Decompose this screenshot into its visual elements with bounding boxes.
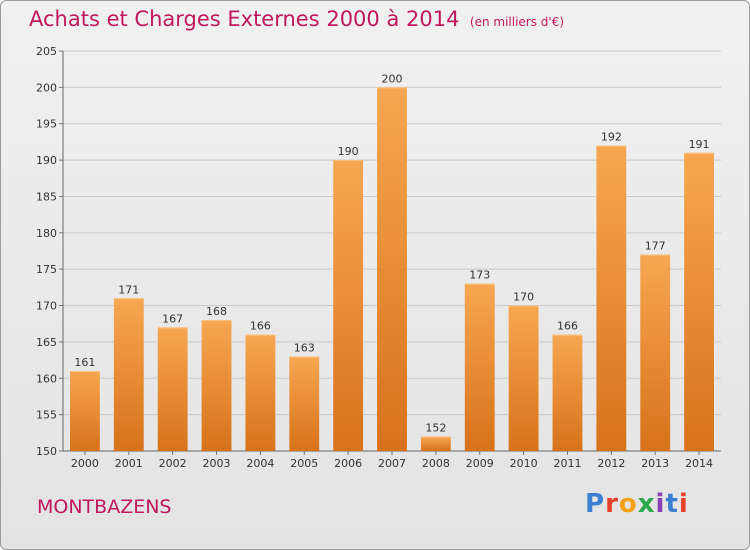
bar[interactable] — [201, 320, 232, 451]
y-tick-label: 200 — [36, 81, 57, 94]
y-tick-label: 185 — [36, 190, 57, 203]
logo-letter: i — [655, 489, 666, 519]
y-tick-label: 170 — [36, 300, 57, 313]
y-tick-label: 150 — [36, 445, 57, 458]
bar-value-label: 173 — [469, 269, 490, 282]
bar-value-label: 163 — [294, 341, 315, 354]
chart-title: Achats et Charges Externes 2000 à 2014 — [29, 7, 460, 31]
x-tick-label: 2002 — [159, 457, 187, 470]
bar-value-label: 200 — [382, 72, 403, 85]
bar-value-label: 167 — [162, 312, 183, 325]
proxiti-logo[interactable]: Proxiti — [585, 489, 689, 519]
y-tick-label: 190 — [36, 154, 57, 167]
x-tick-label: 2010 — [510, 457, 538, 470]
bar[interactable] — [377, 87, 407, 451]
x-tick-label: 2001 — [115, 457, 143, 470]
y-tick-label: 180 — [36, 227, 57, 240]
bar[interactable] — [596, 145, 627, 451]
commune-name: MONTBAZENS — [37, 496, 172, 518]
bar-value-label: 177 — [645, 240, 666, 253]
bar-value-label: 161 — [74, 356, 95, 369]
bar[interactable] — [464, 283, 495, 451]
x-tick-label: 2004 — [246, 457, 274, 470]
bar-value-label: 152 — [425, 421, 446, 434]
logo-letter: x — [637, 489, 656, 519]
logo-letter: i — [678, 489, 689, 519]
y-tick-label: 195 — [36, 118, 57, 131]
x-tick-label: 2006 — [334, 457, 362, 470]
bar[interactable] — [333, 160, 364, 451]
x-tick-label: 2005 — [290, 457, 318, 470]
x-tick-label: 2007 — [378, 457, 406, 470]
logo-letter: P — [585, 489, 606, 519]
x-tick-label: 2013 — [641, 457, 669, 470]
x-tick-label: 2012 — [597, 457, 625, 470]
x-tick-label: 2011 — [553, 457, 581, 470]
bar[interactable] — [508, 305, 539, 451]
bar[interactable] — [70, 371, 100, 451]
bar[interactable] — [640, 254, 671, 451]
x-tick-label: 2014 — [685, 457, 713, 470]
bar[interactable] — [157, 327, 188, 451]
logo-letter: o — [618, 489, 638, 519]
bar[interactable] — [245, 334, 276, 451]
bar-value-label: 171 — [118, 283, 139, 296]
bar-value-label: 170 — [513, 291, 534, 304]
bar-layer — [70, 87, 714, 451]
bar-value-label: 190 — [338, 145, 359, 158]
title-row: Achats et Charges Externes 2000 à 2014 (… — [29, 7, 564, 31]
y-tick-label: 205 — [36, 45, 57, 58]
bar-value-label: 166 — [250, 320, 271, 333]
bar[interactable] — [420, 436, 451, 451]
logo-letter: t — [665, 489, 679, 519]
bar-value-label: 166 — [557, 320, 578, 333]
bar-value-label: 191 — [689, 138, 710, 151]
bar[interactable] — [684, 152, 714, 451]
logo-letter: r — [605, 489, 619, 519]
x-tick-label: 2008 — [422, 457, 450, 470]
y-tick-label: 175 — [36, 263, 57, 276]
chart-unit: (en milliers d'€) — [469, 15, 565, 29]
bar[interactable] — [289, 356, 320, 451]
y-tick-label: 160 — [36, 372, 57, 385]
y-tick-label: 155 — [36, 409, 57, 422]
bar[interactable] — [552, 334, 583, 451]
y-tick-label: 165 — [36, 336, 57, 349]
bar[interactable] — [113, 298, 144, 451]
x-tick-label: 2009 — [466, 457, 494, 470]
x-tick-label: 2000 — [71, 457, 99, 470]
bar-value-label: 192 — [601, 131, 622, 144]
x-tick-label: 2003 — [203, 457, 231, 470]
bar-value-label: 168 — [206, 305, 227, 318]
label-layer: 161 2000 171 2001 167 2002 168 2003 166 2004 163 20… — [71, 72, 713, 470]
